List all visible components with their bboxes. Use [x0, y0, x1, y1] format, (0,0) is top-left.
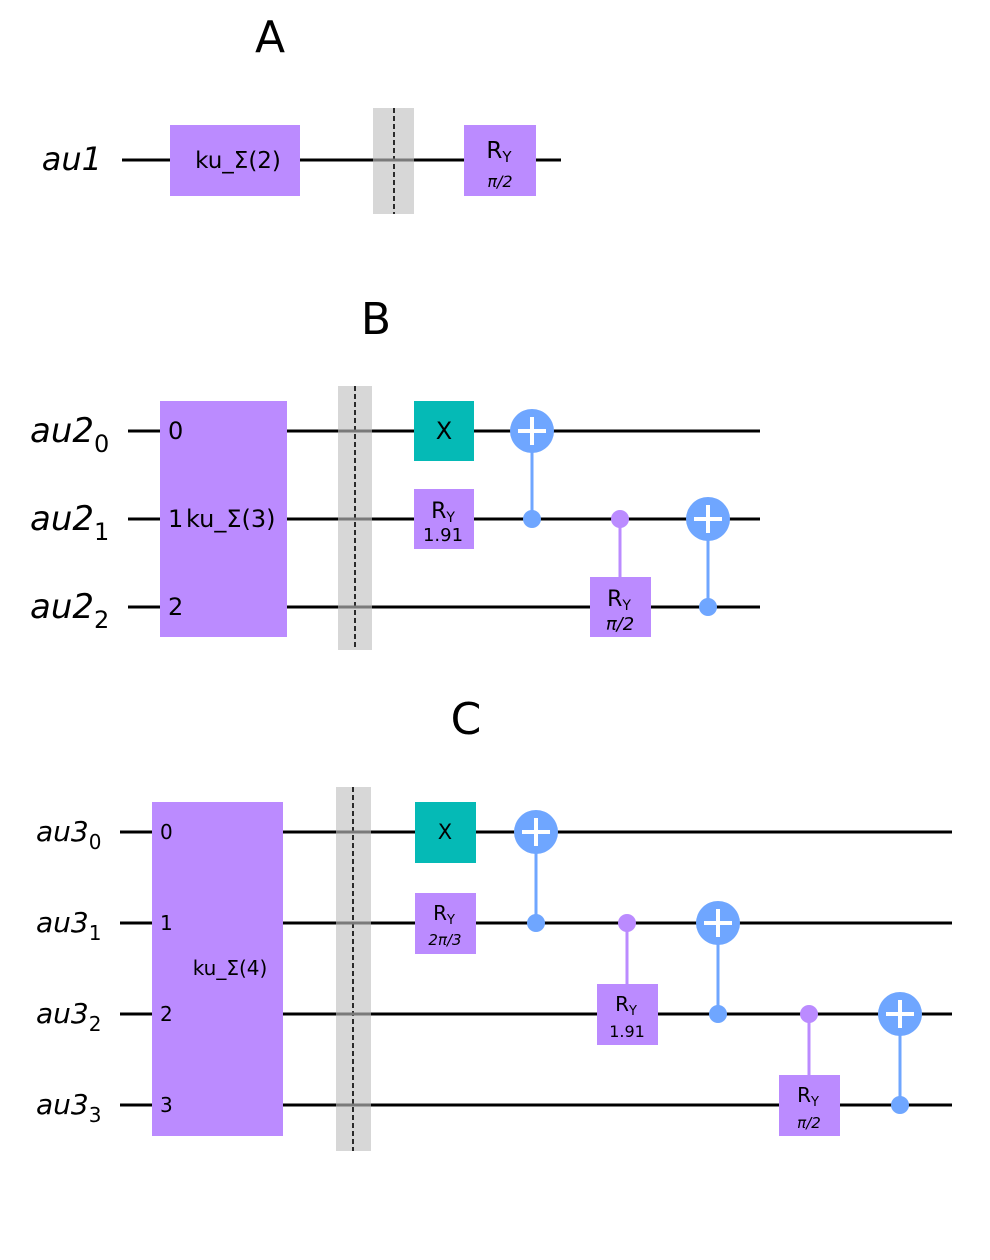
x-gate	[415, 802, 476, 863]
ry-gate-label: RY	[431, 499, 455, 526]
register-label-au3-1: au31	[36, 906, 101, 945]
register-label-au3-3: au33	[36, 1088, 101, 1127]
custom-gate-port-1: 1	[168, 505, 183, 533]
ry-gate	[414, 489, 474, 549]
cry-gate-label: RY	[797, 1083, 819, 1110]
cnot-control-dot	[527, 914, 545, 932]
register-label-au1: au1	[42, 140, 102, 178]
cry-gate-param: π/2	[797, 1114, 821, 1132]
panel-c-title: C	[451, 694, 482, 745]
panel-a-title: A	[255, 12, 285, 63]
custom-gate-ku-sigma-4	[152, 802, 283, 1136]
register-label-au3-2: au32	[36, 997, 101, 1036]
cnot-control-dot	[709, 1005, 727, 1023]
cry-control-dot	[618, 914, 636, 932]
custom-gate-label: ku_Σ(2)	[195, 148, 281, 174]
custom-gate-ku-sigma-3	[160, 401, 287, 637]
cry-gate	[597, 984, 658, 1045]
panel-a: A au1 ku_Σ(2) RY π/2	[42, 12, 561, 214]
custom-gate-port-3: 3	[160, 1093, 173, 1117]
cry-gate	[779, 1075, 840, 1136]
custom-gate-label: ku_Σ(3)	[186, 505, 276, 533]
barrier	[336, 787, 371, 1151]
custom-gate-ku-sigma-2	[170, 125, 300, 196]
cry-gate-label: RY	[607, 587, 631, 614]
ry-gate-param: 2π/3	[428, 931, 461, 949]
panel-b-title: B	[361, 294, 391, 345]
custom-gate-port-2: 2	[168, 593, 183, 621]
cry-control-dot	[800, 1005, 818, 1023]
register-label-au2-2: au22	[30, 587, 109, 634]
custom-gate-label: ku_Σ(4)	[193, 956, 268, 980]
cry-gate	[590, 577, 651, 637]
custom-gate-port-0: 0	[160, 820, 173, 844]
x-gate-label: X	[438, 820, 452, 844]
ry-gate	[464, 125, 536, 196]
x-gate-label: X	[436, 417, 452, 445]
panel-b: B au20 au21 au22 0 1 2 ku_Σ(3) X RY 1.91	[30, 294, 760, 650]
cnot-control-dot	[523, 510, 541, 528]
register-label-au3-0: au30	[36, 815, 101, 854]
cry-control-dot	[611, 510, 629, 528]
cnot-control-dot	[699, 598, 717, 616]
cry-gate-label: RY	[615, 992, 637, 1019]
ry-gate-label: RY	[433, 901, 455, 928]
cry-gate-param: 1.91	[609, 1022, 645, 1041]
ry-gate	[415, 893, 476, 954]
custom-gate-port-0: 0	[168, 417, 183, 445]
custom-gate-port-2: 2	[160, 1002, 173, 1026]
panel-c: C au30 au31 au32 au33 0 1 2 3 ku_Σ(4) X …	[36, 694, 952, 1151]
ry-gate-param: π/2	[487, 172, 512, 191]
cry-gate-param: π/2	[606, 614, 634, 635]
cnot-control-dot	[891, 1096, 909, 1114]
register-label-au2-0: au20	[30, 411, 109, 458]
custom-gate-port-1: 1	[160, 911, 173, 935]
ry-gate-label: RY	[486, 138, 512, 166]
register-label-au2-1: au21	[30, 499, 109, 546]
ry-gate-param: 1.91	[423, 525, 463, 546]
x-gate	[414, 401, 474, 461]
